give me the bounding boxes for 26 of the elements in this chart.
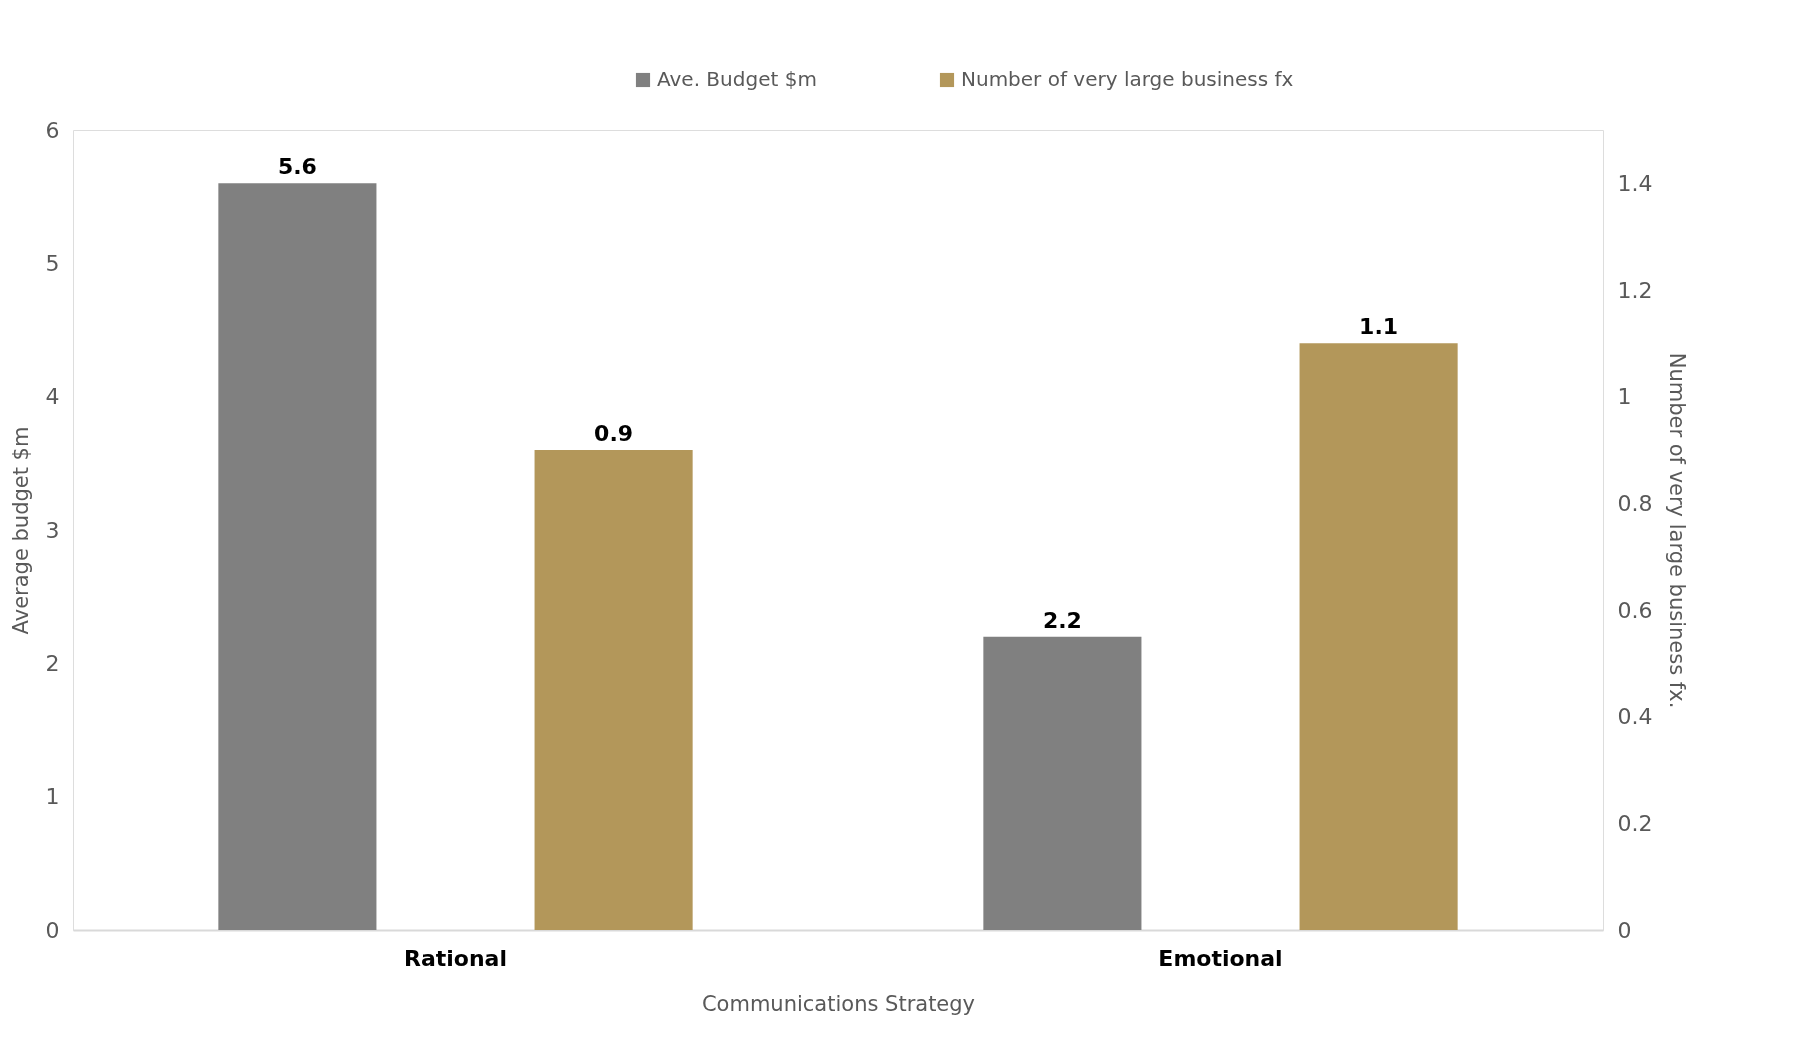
y2-tick-label: 0.4 xyxy=(1617,704,1653,730)
data-label: 0.9 xyxy=(594,421,634,446)
y2-tick-label: 0.8 xyxy=(1617,490,1653,516)
y2-tick-label: 0.2 xyxy=(1617,810,1653,836)
x-axis-title: Communications Strategy xyxy=(701,991,976,1016)
y-tick-label: 6 xyxy=(45,117,60,143)
y2-tick-label: 1 xyxy=(1617,384,1632,410)
y-tick-label: 5 xyxy=(45,250,60,276)
x-tick-label: Rational xyxy=(403,945,508,971)
data-label: 2.2 xyxy=(1042,607,1082,633)
data-label: 5.6 xyxy=(277,154,317,180)
data-label: 1.1 xyxy=(1359,314,1399,340)
y-tick-label: 2 xyxy=(45,650,60,676)
y-tick-label: 4 xyxy=(45,384,60,410)
y2-tick-label: 0.6 xyxy=(1617,597,1653,623)
y-tick-label: 1 xyxy=(45,784,60,810)
y2-tick-label: 1.2 xyxy=(1617,277,1653,303)
x-tick-label: Emotional xyxy=(1158,945,1283,971)
legend-label: Number of very large business fx xyxy=(961,67,1294,91)
y2-tick-label: 1.4 xyxy=(1617,170,1653,196)
y-axis-title: Average budget $m xyxy=(8,426,33,635)
legend-label: Ave. Budget $m xyxy=(657,67,817,91)
y2-tick-label: 0 xyxy=(1617,917,1632,943)
y-tick-label: 0 xyxy=(45,917,60,943)
y2-axis-title: Number of very large business fx. xyxy=(1665,352,1690,709)
y-tick-label: 3 xyxy=(45,517,60,543)
